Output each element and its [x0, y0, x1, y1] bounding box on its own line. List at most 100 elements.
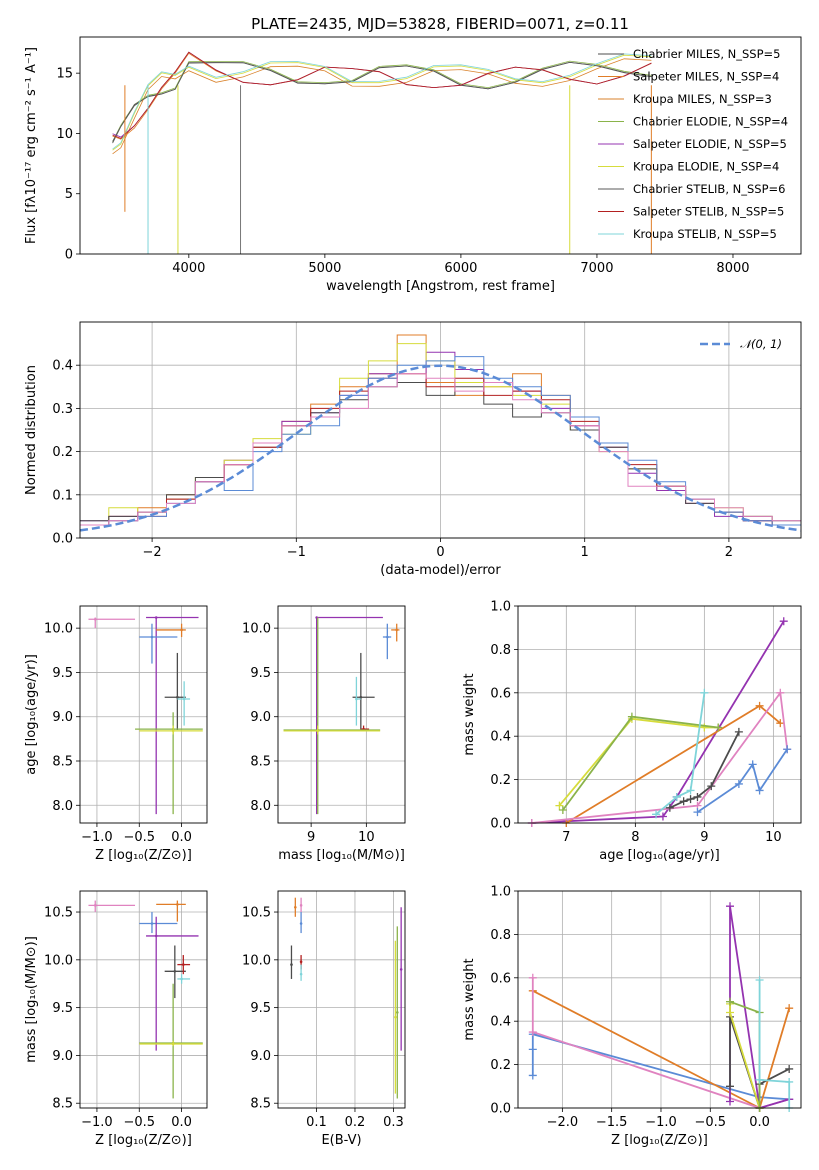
weight-marker — [627, 712, 636, 721]
data-point — [171, 729, 175, 733]
weight_vs_age-xtick-label: 10 — [765, 830, 782, 845]
figure-title: PLATE=2435, MJD=53828, FIBERID=0071, z=0… — [251, 15, 629, 33]
weight_vs_Z-ytick-label: 0.2 — [490, 1058, 511, 1073]
weight-series-line — [758, 980, 791, 1108]
data-point — [394, 1015, 397, 1019]
residuals-xtick-label: 2 — [725, 545, 733, 560]
weight-marker — [707, 782, 716, 791]
spectrum-series-line — [112, 60, 652, 142]
mass_vs_ebv-xtick-label: 0.3 — [383, 1115, 404, 1130]
data-point — [355, 697, 358, 701]
weight-marker — [528, 973, 537, 982]
weight-marker — [726, 902, 735, 911]
data-point — [399, 968, 403, 971]
legend-entry: Chabrier ELODIE, N_SSP=4 — [633, 115, 788, 129]
weight-marker — [714, 723, 723, 732]
spectrum-frame — [79, 36, 802, 255]
age_vs_Z-plot-area — [88, 616, 203, 815]
age_vs_Z-ytick-label: 10.0 — [44, 622, 73, 637]
mass_vs_ebv-plot-area — [290, 897, 403, 1099]
residuals-xtick-label: 1 — [581, 545, 589, 560]
weight-marker — [555, 801, 564, 810]
normal-reference-curve — [79, 364, 802, 532]
weight-marker — [672, 792, 681, 801]
weight-marker — [528, 1071, 537, 1080]
spectrum-xtick-label: 4000 — [172, 261, 205, 276]
weight-marker — [776, 688, 785, 697]
weight-series-line — [655, 692, 706, 815]
weight-marker — [748, 760, 757, 769]
age_vs_Z-ytick-label: 8.0 — [52, 799, 73, 814]
mass_vs_ebv-xtick-label: 0.1 — [306, 1115, 327, 1130]
spectrum-xtick-label: 8000 — [716, 261, 749, 276]
mass_vs_Z-ylabel: mass [log₁₀(M/M⊙)] — [24, 936, 39, 1063]
spectrum-xtick-label: 7000 — [580, 261, 613, 276]
age_vs_Z-ytick-label: 9.5 — [52, 666, 73, 681]
spectrum-series-line — [112, 53, 652, 150]
mass_vs_ebv-frame — [277, 890, 406, 1109]
residuals-ytick-label: 0.0 — [52, 532, 73, 547]
mass_vs_Z-plot-area — [88, 900, 203, 1099]
data-point — [154, 934, 158, 938]
weight-marker — [528, 1028, 537, 1037]
weight_vs_age-xlabel: age [log₁₀(age/yr)] — [599, 848, 720, 863]
mass_vs_Z-xlabel: Z [log₁₀(Z/Z⊙)] — [95, 1133, 192, 1148]
mass_vs_ebv-ytick-label: 9.5 — [250, 1001, 271, 1016]
weight-marker — [776, 719, 785, 728]
age_vs_mass-ytick-label: 9.5 — [250, 666, 271, 681]
weight-marker — [755, 786, 764, 795]
age_vs_Z-ylabel: age [log₁₀(age/yr)] — [24, 654, 39, 775]
weight-series-line — [669, 731, 740, 809]
weight-marker — [726, 997, 735, 1006]
data-point — [299, 972, 303, 976]
weight_vs_Z-xtick-label: −1.5 — [596, 1115, 628, 1130]
legend-entry: Salpeter MILES, N_SSP=4 — [633, 70, 779, 84]
weight_vs_age-xtick-label: 8 — [631, 830, 639, 845]
data-point — [299, 922, 303, 925]
mass_vs_ebv-grid — [278, 891, 405, 1108]
mass_vs_Z-grid — [80, 891, 207, 1108]
weight-marker — [686, 786, 695, 795]
weight-marker — [700, 723, 709, 732]
weight_vs_Z-grid — [518, 890, 801, 1109]
weight-series-line — [531, 690, 789, 824]
mass_vs_Z-ytick-label: 9.0 — [52, 1049, 73, 1064]
data-point — [176, 695, 179, 699]
age_vs_mass-ytick-label: 8.5 — [250, 755, 271, 770]
weight-marker — [726, 1082, 735, 1091]
residuals-xtick-label: −1 — [287, 545, 306, 560]
residuals-ytick-label: 0.4 — [52, 359, 73, 374]
weight-marker — [693, 792, 702, 801]
weight-marker — [665, 803, 674, 812]
weight-marker — [755, 975, 764, 984]
mass_vs_ebv-xtick-label: 0.2 — [345, 1115, 366, 1130]
weight-marker — [785, 1004, 794, 1013]
spectrum-plot-area — [112, 51, 652, 254]
weight_vs_age-ylabel: mass weight — [462, 673, 477, 755]
data-point — [359, 695, 363, 699]
spectrum-ytick-label: 10 — [56, 127, 73, 142]
data-point — [176, 903, 179, 906]
mass-vs-metallicity-panel: −1.0 −0.5 0.0 8.5 9.0 9.5 10.0 10.5 Z [log₁₀(Z/Z… — [24, 890, 208, 1148]
age_vs_Z-xtick-label: −1.0 — [81, 830, 113, 845]
legend-entry: Chabrier STELIB, N_SSP=6 — [633, 182, 785, 196]
legend-entry: Kroupa MILES, N_SSP=3 — [633, 92, 772, 106]
age-vs-mass-panel: 9 10 8.0 8.5 9.0 9.5 10.0 mass [log₁₀(M/M⊙)] — [242, 605, 406, 863]
age_vs_mass-ytick-label: 9.0 — [250, 710, 271, 725]
spectrum-ytick-label: 15 — [56, 67, 73, 82]
age_vs_mass-ytick-label: 8.0 — [250, 799, 271, 814]
data-point — [150, 635, 154, 639]
weight_vs_age-xtick-label: 9 — [700, 830, 708, 845]
weight_vs_Z-xlabel: Z [log₁₀(Z/Z⊙)] — [611, 1133, 708, 1148]
mass_vs_ebv-xlabel: E(B-V) — [321, 1133, 361, 1148]
weight-marker — [700, 688, 709, 697]
data-point — [395, 628, 399, 632]
weight-marker — [652, 810, 661, 819]
spectrum-series-line — [112, 54, 652, 151]
age_vs_mass-xtick-label: 10 — [358, 830, 375, 845]
weight-marker — [528, 1045, 537, 1054]
legend-entry: 𝒩(0, 1) — [740, 337, 782, 351]
weight_vs_Z-ytick-label: 0.0 — [490, 1102, 511, 1117]
mass_vs_Z-ytick-label: 9.5 — [52, 1001, 73, 1016]
